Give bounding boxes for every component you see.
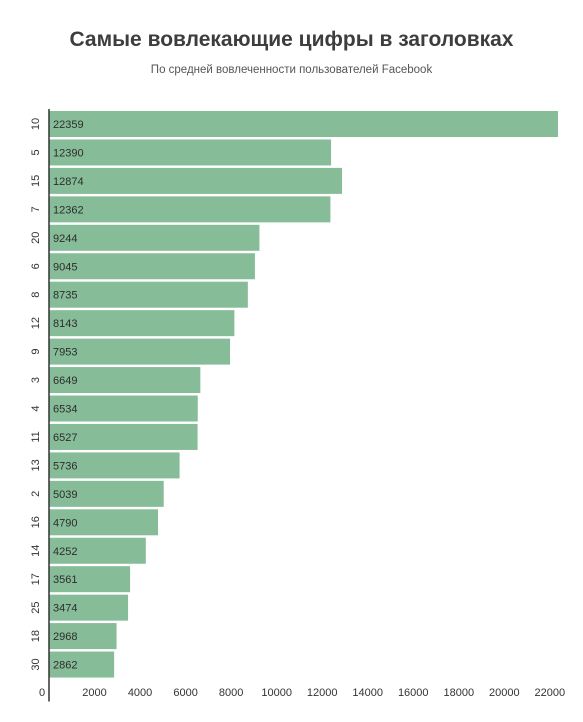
x-tick-label: 0: [39, 687, 45, 699]
category-label: 5: [30, 149, 42, 155]
category-label: 14: [30, 545, 42, 557]
bar-value-label: 7953: [53, 347, 77, 359]
bar-value-label: 2968: [53, 631, 77, 643]
x-tick-label: 2000: [82, 687, 106, 699]
bar: [49, 310, 235, 337]
bar: [49, 224, 260, 251]
category-label: 12: [30, 317, 42, 329]
category-label: 13: [30, 459, 42, 471]
x-tick-label: 22000: [535, 687, 566, 699]
bar: [49, 139, 332, 166]
category-label: 18: [30, 630, 42, 642]
x-tick-label: 14000: [352, 687, 383, 699]
bar: [49, 594, 129, 621]
x-tick-label: 6000: [173, 687, 197, 699]
category-label: 10: [30, 118, 42, 130]
bar-value-label: 9244: [53, 233, 77, 245]
bar: [49, 480, 164, 507]
category-label: 20: [30, 232, 42, 244]
category-label: 16: [30, 516, 42, 528]
category-label: 15: [30, 175, 42, 187]
bar-value-label: 5039: [53, 489, 77, 501]
x-tick-label: 18000: [443, 687, 474, 699]
bar-value-label: 12874: [53, 176, 84, 188]
bar-value-label: 12362: [53, 204, 84, 216]
bar: [49, 167, 343, 194]
bar: [49, 367, 201, 394]
category-label: 9: [30, 349, 42, 355]
bar-value-label: 8735: [53, 290, 77, 302]
bar: [49, 281, 248, 308]
bar-value-label: 9045: [53, 261, 77, 273]
x-tick-label: 10000: [261, 687, 292, 699]
bar: [49, 623, 117, 650]
category-label: 3: [30, 377, 42, 383]
chart-title: Самые вовлекающие цифры в заголовках: [69, 28, 514, 51]
bar: [49, 196, 331, 223]
category-label: 8: [30, 292, 42, 298]
bar: [49, 395, 198, 422]
category-label: 4: [30, 405, 42, 411]
bar-value-label: 5736: [53, 460, 77, 472]
category-label: 11: [30, 431, 42, 442]
bar: [49, 253, 255, 280]
x-tick-label: 20000: [489, 687, 520, 699]
bar: [49, 423, 198, 450]
category-label: 30: [30, 658, 42, 670]
category-label: 7: [30, 206, 42, 212]
bar-value-label: 22359: [53, 119, 84, 131]
x-tick-label: 4000: [128, 687, 152, 699]
bar: [49, 111, 558, 137]
bar-value-label: 6534: [53, 404, 77, 416]
bar-value-label: 12390: [53, 147, 84, 159]
bar-value-label: 8143: [53, 318, 77, 330]
bar: [49, 537, 146, 564]
bar-value-label: 3561: [53, 574, 77, 586]
category-label: 25: [30, 602, 42, 614]
category-label: 2: [30, 491, 42, 497]
bar: [49, 452, 180, 479]
chart-subtitle: По средней вовлеченности пользователей F…: [150, 64, 433, 76]
bar: [49, 509, 159, 536]
bar: [49, 651, 115, 678]
bar-value-label: 6527: [53, 432, 77, 444]
bar: [49, 566, 131, 593]
bar-value-label: 4790: [53, 517, 77, 529]
category-label: 17: [30, 573, 42, 585]
bar: [49, 338, 231, 365]
bar-value-label: 3474: [53, 603, 77, 615]
bar-value-label: 2862: [53, 660, 77, 672]
x-tick-label: 12000: [307, 687, 338, 699]
bar-value-label: 6649: [53, 375, 77, 387]
x-tick-label: 16000: [398, 687, 429, 699]
x-tick-label: 8000: [219, 687, 243, 699]
category-label: 6: [30, 263, 42, 269]
bar-value-label: 4252: [53, 546, 77, 558]
